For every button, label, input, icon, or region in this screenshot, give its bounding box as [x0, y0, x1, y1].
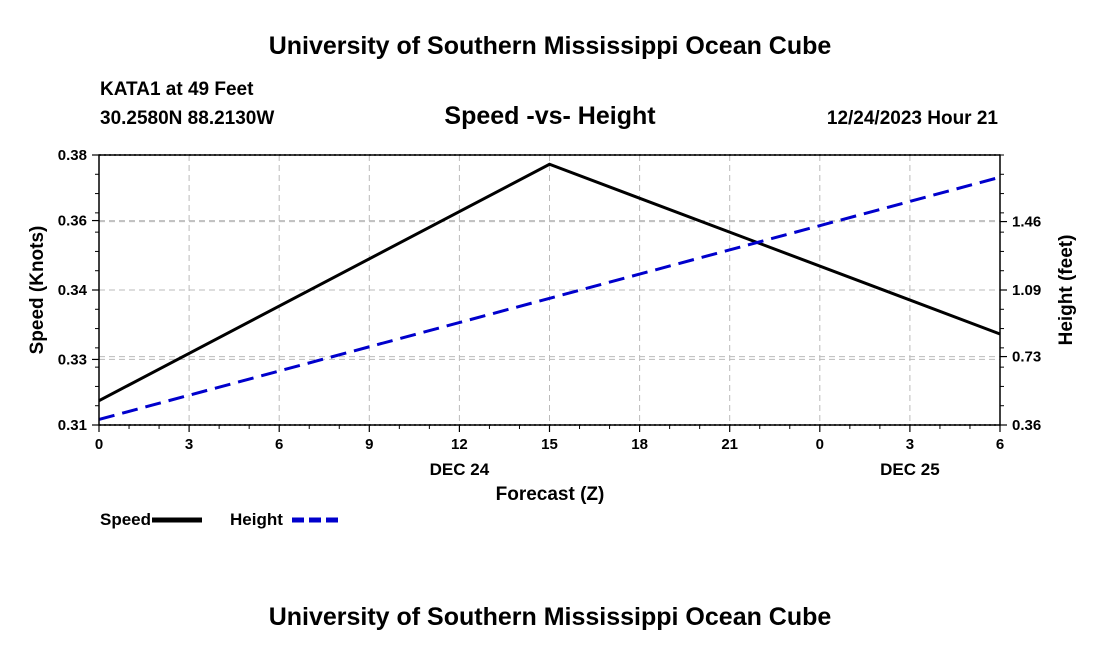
legend: Speed Height	[100, 510, 342, 529]
grid-layer	[99, 154, 1000, 426]
y-tick-label: 0.36	[58, 213, 87, 230]
x-tick-label: 0	[95, 436, 103, 453]
x-tick-label: 6	[275, 436, 283, 453]
x-tick-label: 6	[996, 436, 1004, 453]
x-tick-label: 21	[721, 436, 738, 453]
y2-tick-label: 1.09	[1012, 282, 1041, 299]
date-label: DEC 24	[430, 460, 490, 479]
y-tick-label: 0.33	[58, 351, 87, 368]
y2-tick-label: 0.36	[1012, 417, 1041, 434]
y-tick-label: 0.31	[58, 417, 87, 434]
y-tick-label: 0.34	[58, 282, 88, 299]
x-tick-label: 3	[185, 436, 193, 453]
y2-tick-label: 1.46	[1012, 214, 1041, 231]
station-label: KATA1 at 49 Feet	[100, 79, 254, 100]
x-axis-title: Forecast (Z)	[496, 484, 605, 505]
y-axis-title: Speed (Knots)	[27, 226, 48, 355]
x-tick-label: 15	[541, 436, 558, 453]
datetime-label: 12/24/2023 Hour 21	[827, 108, 999, 129]
ticks-layer: 0 3 6 9 12 15 18 21 0 3 6 DEC 24 DEC 25 0.31 0.33 0.34 0…	[58, 147, 1041, 479]
legend-label-height: Height	[230, 510, 283, 529]
footer-title: University of Southern Mississippi Ocean…	[269, 603, 832, 631]
plot-frame	[98, 154, 1001, 426]
series-height-line	[98, 175, 1001, 421]
header-title: University of Southern Mississippi Ocean…	[269, 32, 832, 60]
series-layer	[98, 162, 1001, 421]
y2-axis-title: Height (feet)	[1056, 235, 1077, 346]
date-label: DEC 25	[880, 460, 940, 479]
x-tick-label: 3	[906, 436, 914, 453]
x-tick-label: 12	[451, 436, 468, 453]
x-tick-label: 0	[816, 436, 824, 453]
series-speed-line	[98, 162, 1001, 403]
x-tick-label: 18	[631, 436, 648, 453]
chart-title: Speed -vs- Height	[444, 102, 656, 130]
y-tick-label: 0.38	[58, 147, 87, 164]
coords-label: 30.2580N 88.2130W	[100, 108, 274, 129]
y2-tick-label: 0.73	[1012, 349, 1041, 366]
x-tick-label: 9	[365, 436, 373, 453]
legend-label-speed: Speed	[100, 510, 151, 529]
